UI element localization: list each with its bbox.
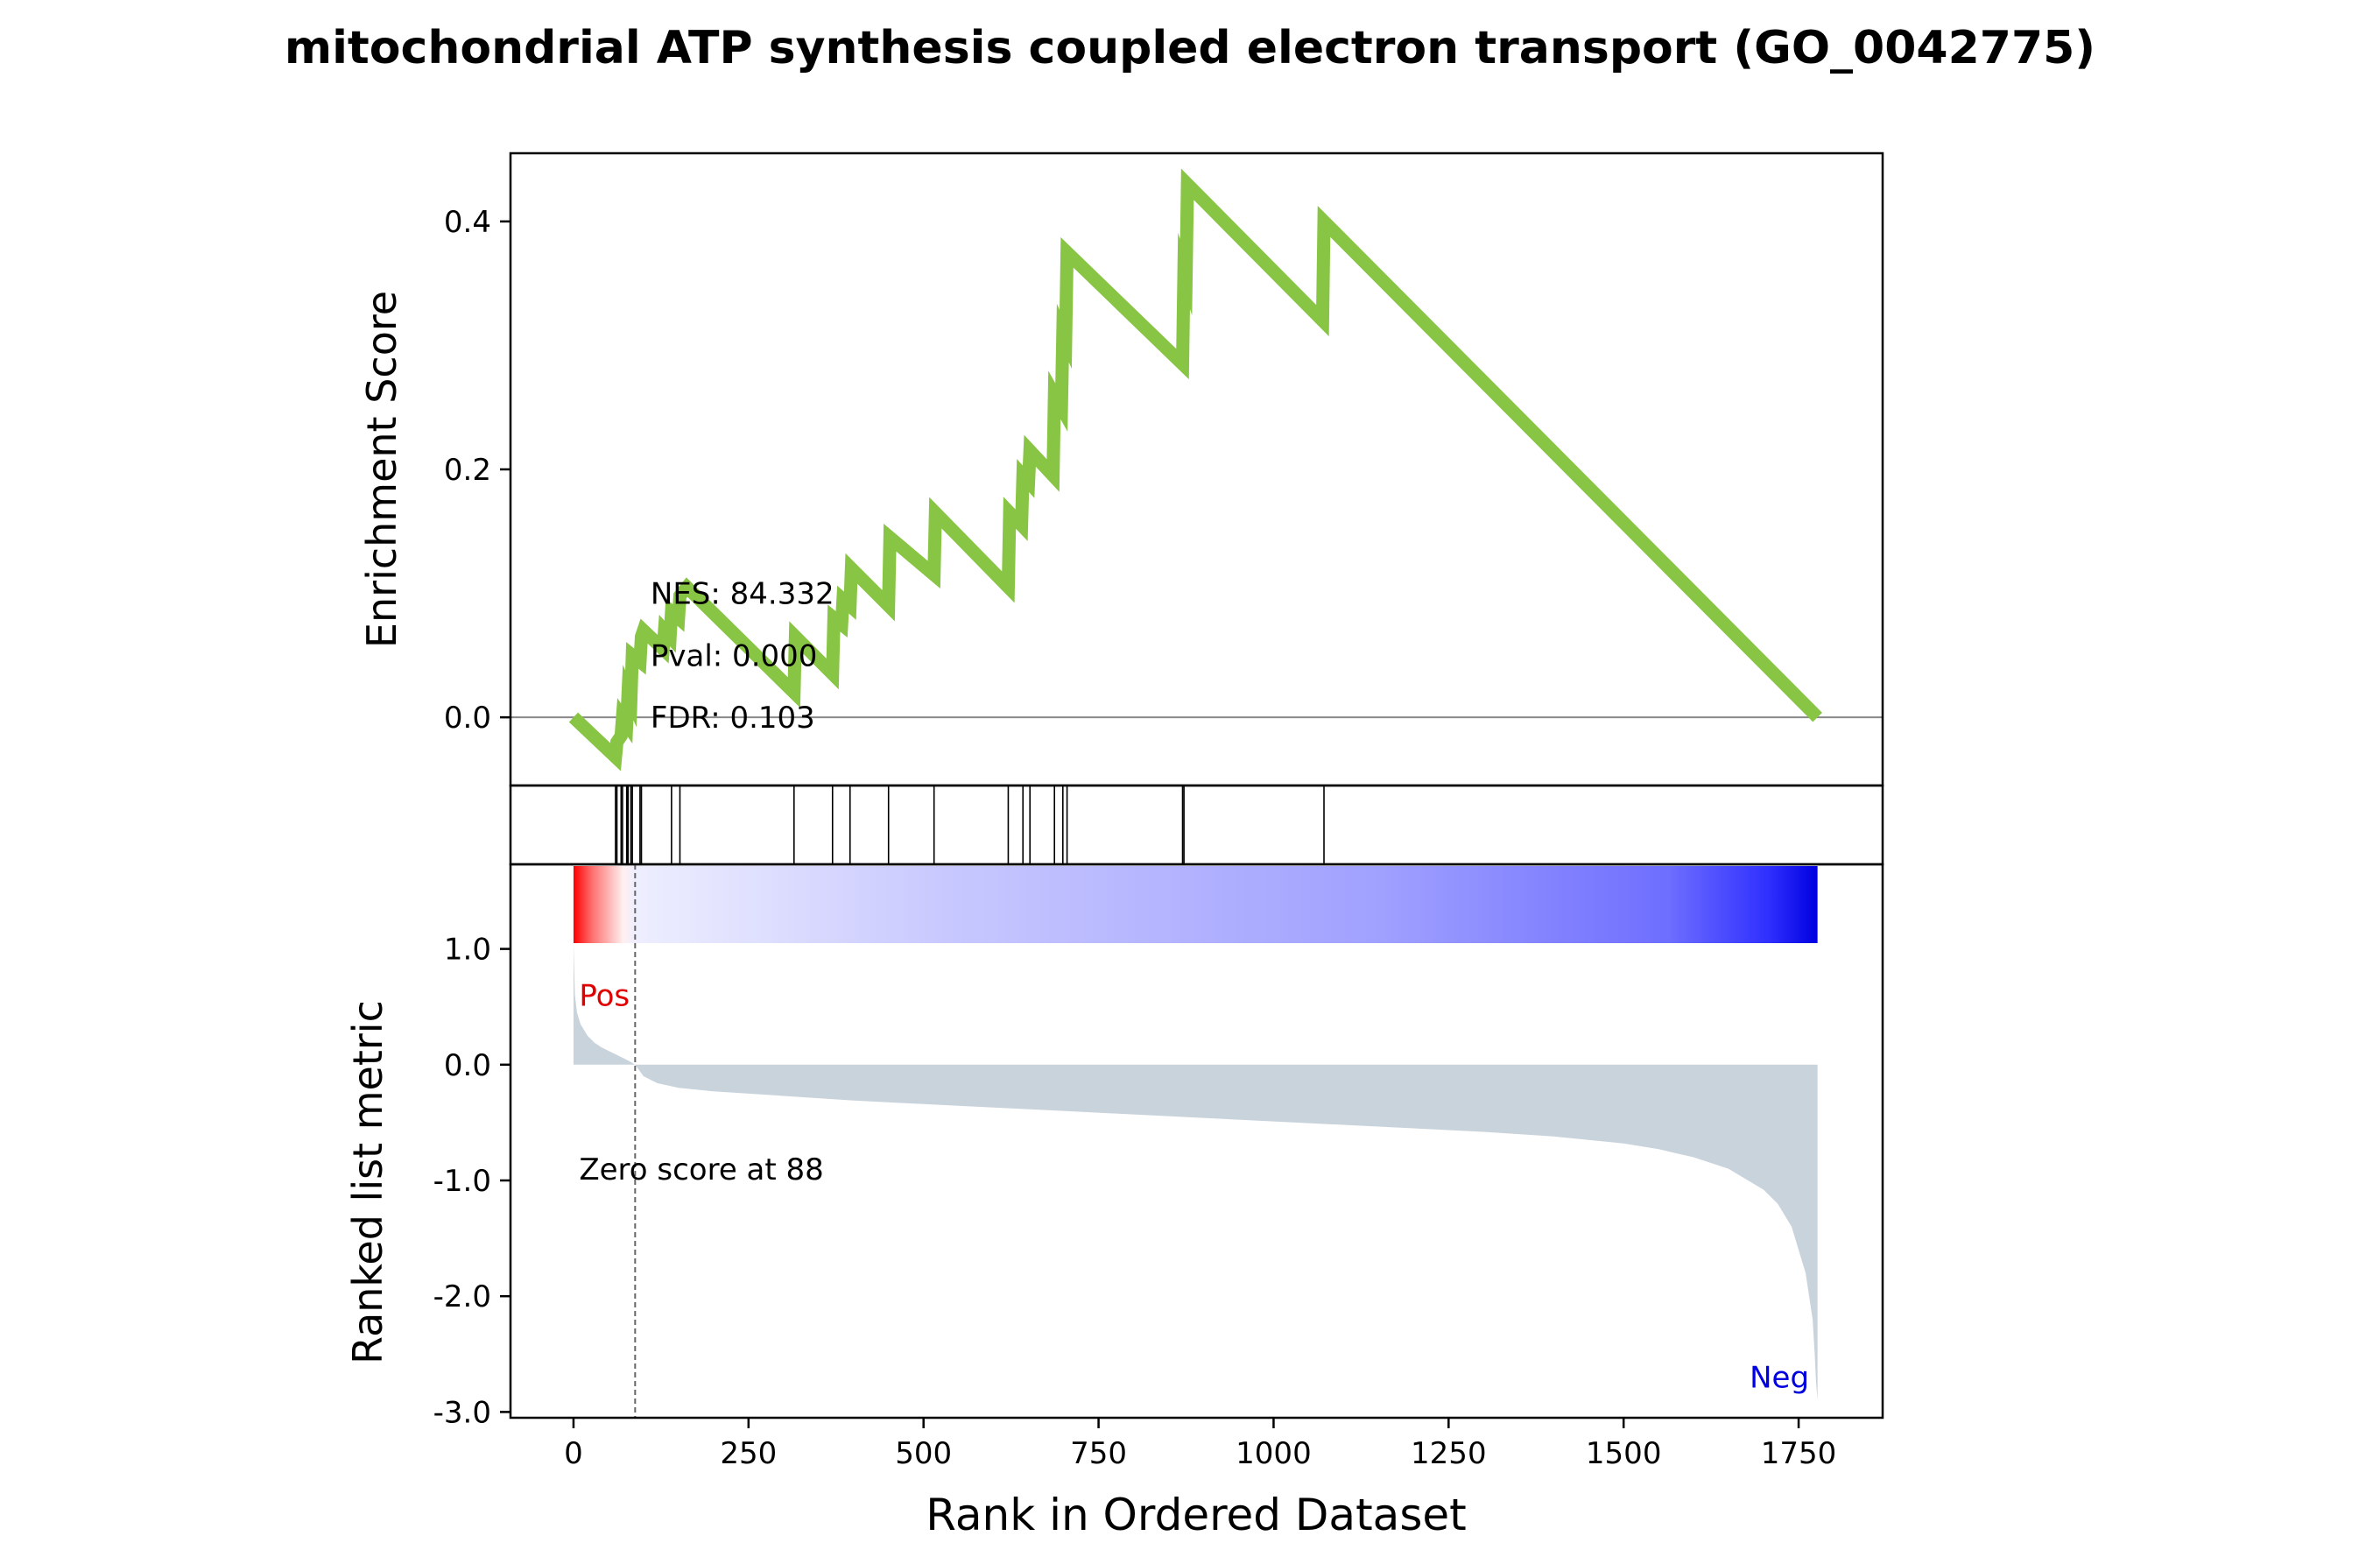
metric-y-tick-label: -3.0 (433, 1395, 491, 1430)
es-y-tick-label: 0.2 (444, 453, 491, 488)
chart-title: mitochondrial ATP synthesis coupled elec… (285, 22, 2095, 74)
ranked-metric-panel: 1.0 0.0 -1.0 -2.0 -3.0 Pos Neg Zero score at… (344, 863, 1884, 1430)
metric-y-tick-label: 0.0 (444, 1048, 491, 1083)
x-tick-label: 250 (720, 1436, 777, 1471)
zero-score-annotation: Zero score at 88 (579, 1152, 823, 1187)
hit-lines (615, 786, 1325, 864)
gene-hits-panel (509, 784, 1884, 866)
metric-panel-frame (509, 863, 1884, 1420)
metric-y-axis-label: Ranked list metric (344, 1000, 391, 1364)
pos-label: Pos (579, 978, 630, 1013)
es-line (568, 168, 1822, 771)
x-tick-label: 1500 (1586, 1436, 1662, 1471)
pval-label: Pval: 0.000 (651, 638, 818, 673)
hits-panel-frame (509, 784, 1884, 866)
metric-y-ticks: 1.0 0.0 -1.0 -2.0 -3.0 (433, 933, 511, 1430)
fdr-label: FDR: 0.103 (651, 701, 815, 736)
metric-y-tick-label: -2.0 (433, 1279, 491, 1314)
es-y-tick-label: 0.4 (444, 205, 491, 240)
x-axis-label: Rank in Ordered Dataset (926, 1490, 1466, 1540)
x-tick-label: 0 (564, 1436, 583, 1471)
es-y-tick-label: 0.0 (444, 701, 491, 736)
neg-label: Neg (1750, 1361, 1809, 1396)
metric-y-tick-label: 1.0 (444, 933, 491, 968)
x-axis-ticks: 0 250 500 750 1000 1250 1500 1750 (564, 1418, 1836, 1471)
x-tick-label: 750 (1070, 1436, 1127, 1471)
x-tick-label: 1250 (1411, 1436, 1487, 1471)
rank-heatmap-bar (573, 866, 1818, 943)
x-tick-label: 1000 (1236, 1436, 1312, 1471)
es-y-ticks: 0.0 0.2 0.4 (444, 205, 511, 736)
es-panel-frame (509, 151, 1884, 787)
x-tick-label: 500 (895, 1436, 952, 1471)
x-tick-label: 1750 (1761, 1436, 1837, 1471)
es-y-axis-label: Enrichment Score (358, 291, 405, 648)
nes-label: NES: 84.332 (651, 577, 834, 612)
metric-y-tick-label: -1.0 (433, 1164, 491, 1199)
enrichment-score-panel: 0.0 0.2 0.4 NES: 84.332 Pval: 0.000 FDR: 0… (358, 151, 1884, 787)
